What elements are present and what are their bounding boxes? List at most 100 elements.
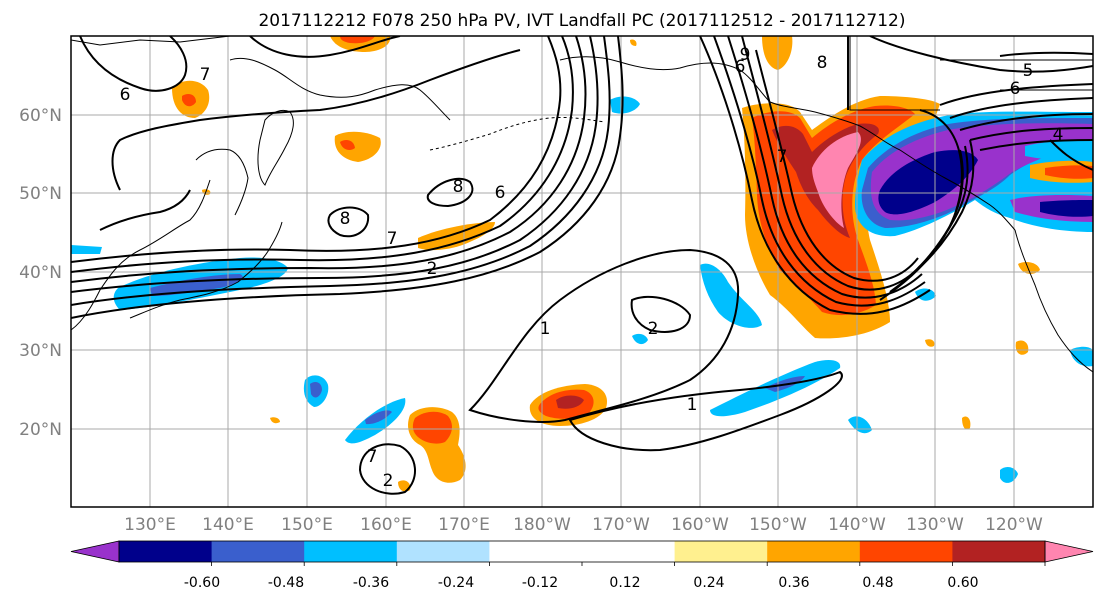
pv-anomaly-shading <box>71 36 1093 492</box>
lat-label: 50°N <box>19 184 62 204</box>
colorbar-extend-max <box>1044 540 1094 563</box>
colorbar-tick-label: -0.36 <box>353 575 389 591</box>
contour-east-3 <box>959 113 1093 131</box>
latitude-labels: 60°N 50°N 40°N 30°N 20°N <box>19 106 62 440</box>
contour-south-loop <box>358 443 417 495</box>
positive-anomaly-patch-m <box>925 339 935 347</box>
contour-label: 4 <box>1053 125 1064 145</box>
contour-label: 1 <box>540 319 551 339</box>
contour-ridge-5 <box>755 49 919 282</box>
contour-label: 7 <box>387 229 398 249</box>
contour-jet-3 <box>71 36 587 283</box>
contour-south-east <box>1049 139 1093 171</box>
positive-anomaly-patch-f-red <box>340 36 375 44</box>
colorbar-segment <box>211 541 305 562</box>
colorbar-tick-label: -0.12 <box>522 575 558 591</box>
longitude-labels: 130°E 140°E 150°E 160°E 170°E 180°W 170°… <box>124 515 1043 535</box>
negative-anomaly-navy <box>878 150 978 215</box>
contour-north-1 <box>79 36 188 92</box>
colorbar-segment <box>396 541 490 562</box>
positive-anomaly-patch-h <box>1018 262 1040 274</box>
colorbar-tick-label: 0.48 <box>862 575 893 591</box>
contour-ridge-2 <box>713 36 926 307</box>
positive-anomaly-patch-i <box>1015 340 1029 355</box>
lat-label: 60°N <box>19 106 62 126</box>
negative-anomaly-patch-9 <box>1070 346 1093 367</box>
contour-east-4 <box>969 127 1093 141</box>
colorbar <box>70 540 1094 563</box>
contour-north-4 <box>99 189 191 231</box>
contour-label: 6 <box>495 183 506 203</box>
positive-anomaly-ne-red <box>1045 165 1093 179</box>
contour-ridge-1 <box>699 36 931 315</box>
contour-jet-6 <box>71 36 624 319</box>
contour-jet-1 <box>71 36 562 263</box>
lon-label: 150°W <box>749 515 807 535</box>
lon-label: 130°E <box>124 515 176 535</box>
colorbar-tick-label: 0.36 <box>778 575 809 591</box>
contour-label: 8 <box>817 53 828 73</box>
negative-anomaly-patch-4-royal <box>365 410 392 425</box>
contour-label: 6 <box>735 57 746 77</box>
negative-anomaly-patch-1 <box>700 263 762 328</box>
coastline-aleutians <box>429 117 606 151</box>
negative-anomaly-patch-5 <box>610 96 640 114</box>
colorbar-segment <box>859 541 953 562</box>
colorbar-ticks: -0.60 -0.48 -0.36 -0.24 -0.12 0.12 0.24 … <box>184 562 1046 591</box>
colorbar-tick-label: -0.24 <box>438 575 474 591</box>
positive-anomaly-patch-c <box>418 222 495 251</box>
negative-anomaly-patch-7 <box>915 288 936 301</box>
positive-anomaly-patch-d-red <box>182 94 196 107</box>
lat-label: 30°N <box>19 341 62 361</box>
contour-ridge-3 <box>727 36 923 299</box>
lat-label: 40°N <box>19 263 62 283</box>
contour-east-6 <box>869 36 1093 73</box>
lon-label: 140°W <box>828 515 886 535</box>
colorbar-tick-label: 0.12 <box>609 575 640 591</box>
colorbar-segment <box>952 541 1046 562</box>
positive-anomaly-pink <box>812 132 861 228</box>
contour-label: 6 <box>1010 79 1021 99</box>
contour-label: 7 <box>200 65 211 85</box>
lon-label: 170°E <box>438 515 490 535</box>
coastline-siberia <box>71 36 451 121</box>
contour-east-1 <box>939 83 1093 106</box>
negative-anomaly-patch-3-royal <box>310 382 322 398</box>
colorbar-segment <box>767 541 861 562</box>
contour-label: 5 <box>1023 61 1034 81</box>
positive-anomaly-patch-g <box>762 36 793 70</box>
contour-label: 1 <box>687 395 698 415</box>
colorbar-extend-min <box>70 540 120 563</box>
colorbar-segment <box>582 541 676 562</box>
positive-anomaly-patch-n <box>630 39 637 46</box>
contour-8-left <box>327 206 370 238</box>
contour-label: 2 <box>427 259 438 279</box>
contour-label: 2 <box>383 471 394 491</box>
lon-label: 170°W <box>592 515 650 535</box>
contour-east-7 <box>999 51 1093 57</box>
lon-label: 140°E <box>202 515 254 535</box>
lat-label: 20°N <box>19 420 62 440</box>
contour-label: 7 <box>777 147 788 167</box>
contour-label: 9 <box>740 45 751 65</box>
negative-anomaly-patch-10 <box>632 333 648 345</box>
positive-anomaly-patch-k <box>962 416 971 430</box>
pv-contours <box>71 36 1093 495</box>
colorbar-tick-label: -0.60 <box>184 575 220 591</box>
positive-anomaly-patch-e <box>334 131 381 162</box>
positive-anomaly-patch-e-red <box>340 140 355 150</box>
negative-anomaly-east-navy <box>1040 200 1093 217</box>
colorbar-segment <box>119 541 213 562</box>
contour-label: 6 <box>120 85 131 105</box>
negative-anomaly-westpac-left <box>71 245 102 254</box>
contour-label: 8 <box>340 209 351 229</box>
colorbar-tick-label: -0.48 <box>268 575 304 591</box>
colorbar-segment <box>304 541 398 562</box>
negative-anomaly-bc-sky <box>1025 140 1093 161</box>
lon-label: 160°W <box>671 515 729 535</box>
positive-anomaly-patch-a-darkred <box>556 395 584 409</box>
contour-north-3 <box>111 49 521 191</box>
lon-label: 180°W <box>513 515 571 535</box>
contour-east-5 <box>979 139 1093 151</box>
